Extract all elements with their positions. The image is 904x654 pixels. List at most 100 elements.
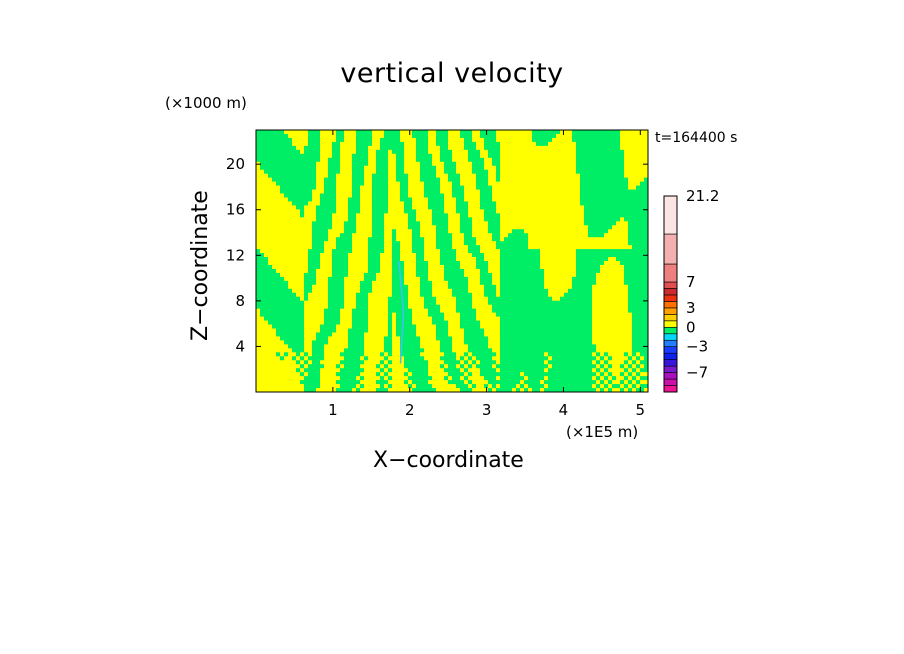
field-cell: [424, 245, 437, 250]
field-cell: [448, 320, 461, 326]
field-cell: [496, 130, 533, 135]
field-cell: [308, 360, 313, 365]
field-cell: [364, 276, 377, 282]
field-cell: [396, 332, 417, 338]
field-cell: [576, 272, 597, 278]
field-cell: [316, 332, 333, 338]
field-cell: [344, 280, 361, 286]
field-cell: [292, 137, 309, 143]
field-cell: [420, 352, 445, 357]
field-cell: [424, 348, 441, 353]
field-cell: [424, 253, 441, 258]
field-cell: [440, 356, 457, 361]
field-cell: [628, 177, 645, 183]
field-cell: [500, 344, 597, 349]
field-cell: [308, 133, 321, 139]
field-cell: [524, 384, 529, 389]
field-cell: [256, 205, 297, 210]
field-cell: [460, 324, 481, 330]
field-cell: [356, 145, 369, 151]
colorbar-segment: [663, 385, 678, 393]
field-cell: [492, 308, 593, 314]
field-cell: [500, 153, 577, 159]
field-cell: [364, 344, 385, 349]
field-cell: [460, 221, 473, 226]
field-cell: [264, 169, 317, 175]
field-cell: [360, 209, 373, 214]
field-cell: [424, 241, 437, 246]
field-cell: [492, 233, 501, 238]
field-cell: [472, 300, 489, 306]
field-cell: [624, 149, 648, 155]
field-cell: [268, 257, 309, 262]
field-cell: [444, 165, 457, 171]
field-cell: [256, 356, 281, 361]
field-cell: [256, 137, 293, 143]
field-cell: [352, 189, 361, 195]
field-cell: [320, 153, 333, 159]
field-cell: [388, 368, 393, 373]
field-cell: [632, 336, 648, 341]
field-cell: [484, 137, 497, 143]
field-cell: [540, 257, 577, 262]
field-cell: [500, 177, 581, 183]
field-cell: [436, 169, 445, 175]
field-cell: [600, 376, 605, 381]
field-cell: [404, 268, 417, 274]
field-cell: [592, 376, 597, 381]
field-cell: [376, 169, 389, 175]
field-cell: [472, 253, 485, 258]
field-cell: [456, 364, 461, 369]
field-cell: [520, 372, 525, 377]
field-cell: [452, 376, 461, 381]
field-cell: [276, 181, 317, 187]
field-cell: [304, 312, 325, 318]
field-cell: [580, 185, 629, 191]
colorbar-segment: [663, 372, 678, 380]
field-cell: [420, 344, 441, 349]
field-cell: [524, 229, 589, 234]
field-cell: [628, 368, 633, 373]
field-cell: [360, 185, 373, 191]
field-cell: [332, 149, 341, 155]
field-cell: [628, 233, 648, 238]
field-cell: [460, 360, 465, 365]
field-cell: [336, 133, 345, 139]
field-cell: [352, 388, 357, 392]
field-cell: [624, 169, 648, 175]
field-cell: [500, 352, 545, 357]
field-cell: [404, 264, 417, 270]
field-cell: [484, 292, 497, 298]
field-cell: [464, 372, 469, 377]
field-cell: [296, 292, 305, 298]
field-cell: [344, 229, 357, 234]
field-cell: [408, 380, 413, 385]
field-cell: [432, 153, 441, 159]
field-cell: [404, 161, 421, 167]
field-cell: [304, 328, 321, 334]
field-cell: [384, 213, 409, 218]
field-cell: [320, 368, 341, 373]
field-cell: [476, 316, 501, 322]
field-cell: [364, 336, 385, 341]
field-cell: [516, 384, 521, 389]
field-cell: [360, 201, 373, 207]
field-cell: [340, 161, 353, 167]
field-cell: [456, 352, 465, 357]
field-cell: [368, 253, 381, 258]
field-cell: [444, 312, 461, 318]
field-cell: [496, 137, 533, 143]
field-cell: [400, 185, 409, 191]
field-cell: [496, 284, 501, 290]
field-cell: [524, 388, 529, 392]
field-cell: [312, 229, 329, 234]
field-cell: [440, 364, 445, 369]
field-cell: [576, 264, 601, 270]
field-cell: [412, 241, 425, 246]
field-cell: [596, 380, 601, 385]
field-cell: [424, 185, 441, 191]
field-cell: [544, 388, 597, 392]
field-cell: [384, 372, 389, 377]
field-cell: [324, 352, 341, 357]
field-cell: [448, 221, 461, 226]
